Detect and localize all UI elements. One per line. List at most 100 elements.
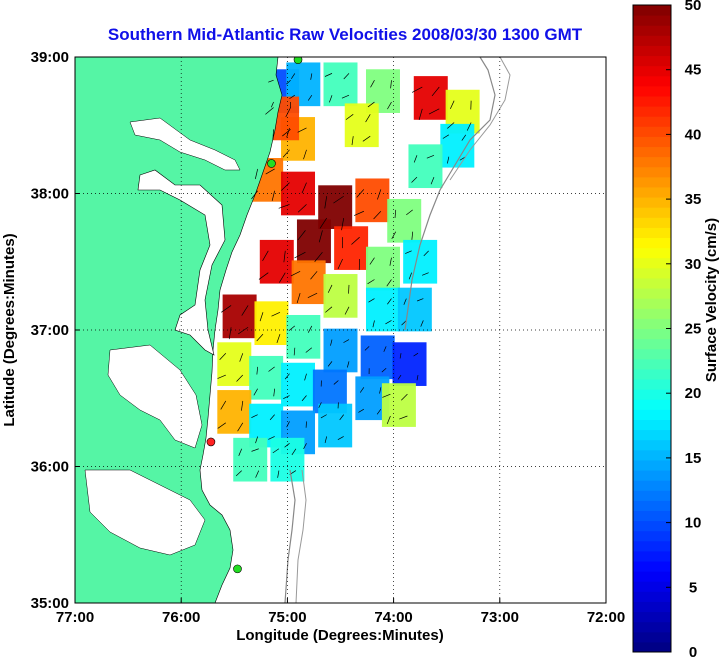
velocity-vector xyxy=(372,320,375,328)
colorbar-stripe xyxy=(633,257,671,269)
velocity-vector xyxy=(281,182,290,191)
velocity-vector xyxy=(318,230,323,243)
colorbar: 0 5 10 15 20 25 30 35 40 45 50 Surface Velocity (c… xyxy=(632,0,720,659)
velocity-vector xyxy=(442,134,450,139)
velocity-cell xyxy=(355,178,390,223)
y-axis-label: Latitude (Degrees:Minutes) xyxy=(1,233,18,426)
colorbar-stripe xyxy=(633,277,671,289)
velocity-vector xyxy=(286,79,291,85)
colorbar-tick-label: 15 xyxy=(685,450,702,467)
velocity-vector xyxy=(219,352,227,361)
velocity-vector xyxy=(385,320,392,325)
velocity-vector xyxy=(373,211,382,220)
y-axis-ticks: 39:00 38:00 37:00 36:00 35:00 xyxy=(31,49,80,612)
velocity-cell xyxy=(254,301,289,346)
velocity-vector xyxy=(268,366,275,372)
colorbar-stripe xyxy=(633,530,671,542)
colorbar-stripe xyxy=(633,581,671,592)
velocity-vector xyxy=(423,250,429,257)
colorbar-stripe xyxy=(633,429,671,441)
colorbar-stripe xyxy=(633,540,671,552)
velocity-vector xyxy=(368,298,375,303)
velocity-vector xyxy=(379,387,382,394)
velocity-vector xyxy=(294,251,306,259)
velocity-vector xyxy=(327,284,333,293)
colorbar-stripe xyxy=(633,611,671,623)
velocity-vector xyxy=(241,305,249,316)
velocity-vector xyxy=(345,114,354,120)
velocity-vector xyxy=(251,448,259,452)
velocity-vector xyxy=(288,325,296,332)
velocity-vector xyxy=(367,101,375,108)
colorbar-stripe xyxy=(633,267,671,279)
velocity-vector xyxy=(279,272,286,283)
velocity-vector xyxy=(329,95,333,103)
velocity-vector xyxy=(362,135,371,142)
velocity-cell xyxy=(397,287,432,332)
contour-line xyxy=(295,469,307,603)
radar-sites xyxy=(206,57,303,574)
velocity-vector xyxy=(387,298,392,305)
velocity-vector xyxy=(416,374,419,381)
velocity-cell xyxy=(281,171,316,216)
colorbar-stripe xyxy=(633,308,671,319)
colorbar-stripe xyxy=(633,338,671,350)
velocity-vector xyxy=(343,73,350,80)
chart-title: Southern Mid-Atlantic Raw Velocities 200… xyxy=(108,25,583,44)
velocity-vector xyxy=(337,258,343,270)
colorbar-stripe xyxy=(633,247,671,259)
velocity-vector xyxy=(324,196,328,209)
velocity-vector xyxy=(431,86,440,97)
velocity-vector xyxy=(255,470,260,478)
colorbar-stripe xyxy=(633,318,671,329)
colorbar-stripe xyxy=(633,439,671,451)
velocity-cell xyxy=(323,274,358,318)
velocity-cell xyxy=(365,246,400,291)
velocity-vector xyxy=(310,73,313,80)
velocity-cell xyxy=(387,198,422,243)
contour-line xyxy=(284,469,296,603)
velocity-vector xyxy=(237,326,249,335)
velocity-vector xyxy=(319,217,327,229)
colorbar-stripe xyxy=(633,116,671,127)
velocity-vector xyxy=(461,134,467,141)
colorbar-stripe xyxy=(633,631,671,643)
velocity-cell xyxy=(270,437,305,482)
velocity-vector xyxy=(327,361,333,367)
x-tick-label: 73:00 xyxy=(481,609,519,626)
bathymetry-contours xyxy=(284,57,511,603)
velocity-vector xyxy=(401,320,407,326)
velocity-vector xyxy=(401,393,408,401)
colorbar-stripe xyxy=(633,166,671,178)
velocity-cell xyxy=(296,219,331,264)
velocity-vector xyxy=(221,305,232,313)
colorbar-stripe xyxy=(633,25,671,36)
radar-site-marker xyxy=(206,437,216,447)
colorbar-stripe xyxy=(633,176,671,188)
velocity-vector xyxy=(256,333,264,342)
colorbar-stripe xyxy=(633,379,671,390)
colorbar-stripe xyxy=(633,156,671,168)
colorbar-stripe xyxy=(633,389,671,400)
velocity-vector xyxy=(405,250,412,254)
colorbar-ticks: 0 5 10 15 20 25 30 35 40 45 50 xyxy=(666,0,701,659)
velocity-vector xyxy=(297,127,307,133)
velocity-vector xyxy=(289,94,296,100)
velocity-vector xyxy=(320,414,327,419)
velocity-cell xyxy=(259,239,294,284)
velocity-vector xyxy=(411,176,418,183)
velocity-vector xyxy=(447,156,450,164)
velocity-vector xyxy=(324,73,333,77)
colorbar-tick-label: 25 xyxy=(685,321,702,338)
y-tick-label: 39:00 xyxy=(31,49,69,66)
colorbar-stripe xyxy=(633,500,671,511)
velocity-vector xyxy=(253,388,258,396)
colorbar-stripes xyxy=(633,5,671,653)
land-mass xyxy=(75,57,283,603)
velocity-vector xyxy=(387,101,392,110)
velocity-vector xyxy=(341,218,345,231)
velocity-vector xyxy=(370,80,375,88)
velocity-vector xyxy=(413,352,419,357)
colorbar-stripe xyxy=(633,237,671,249)
